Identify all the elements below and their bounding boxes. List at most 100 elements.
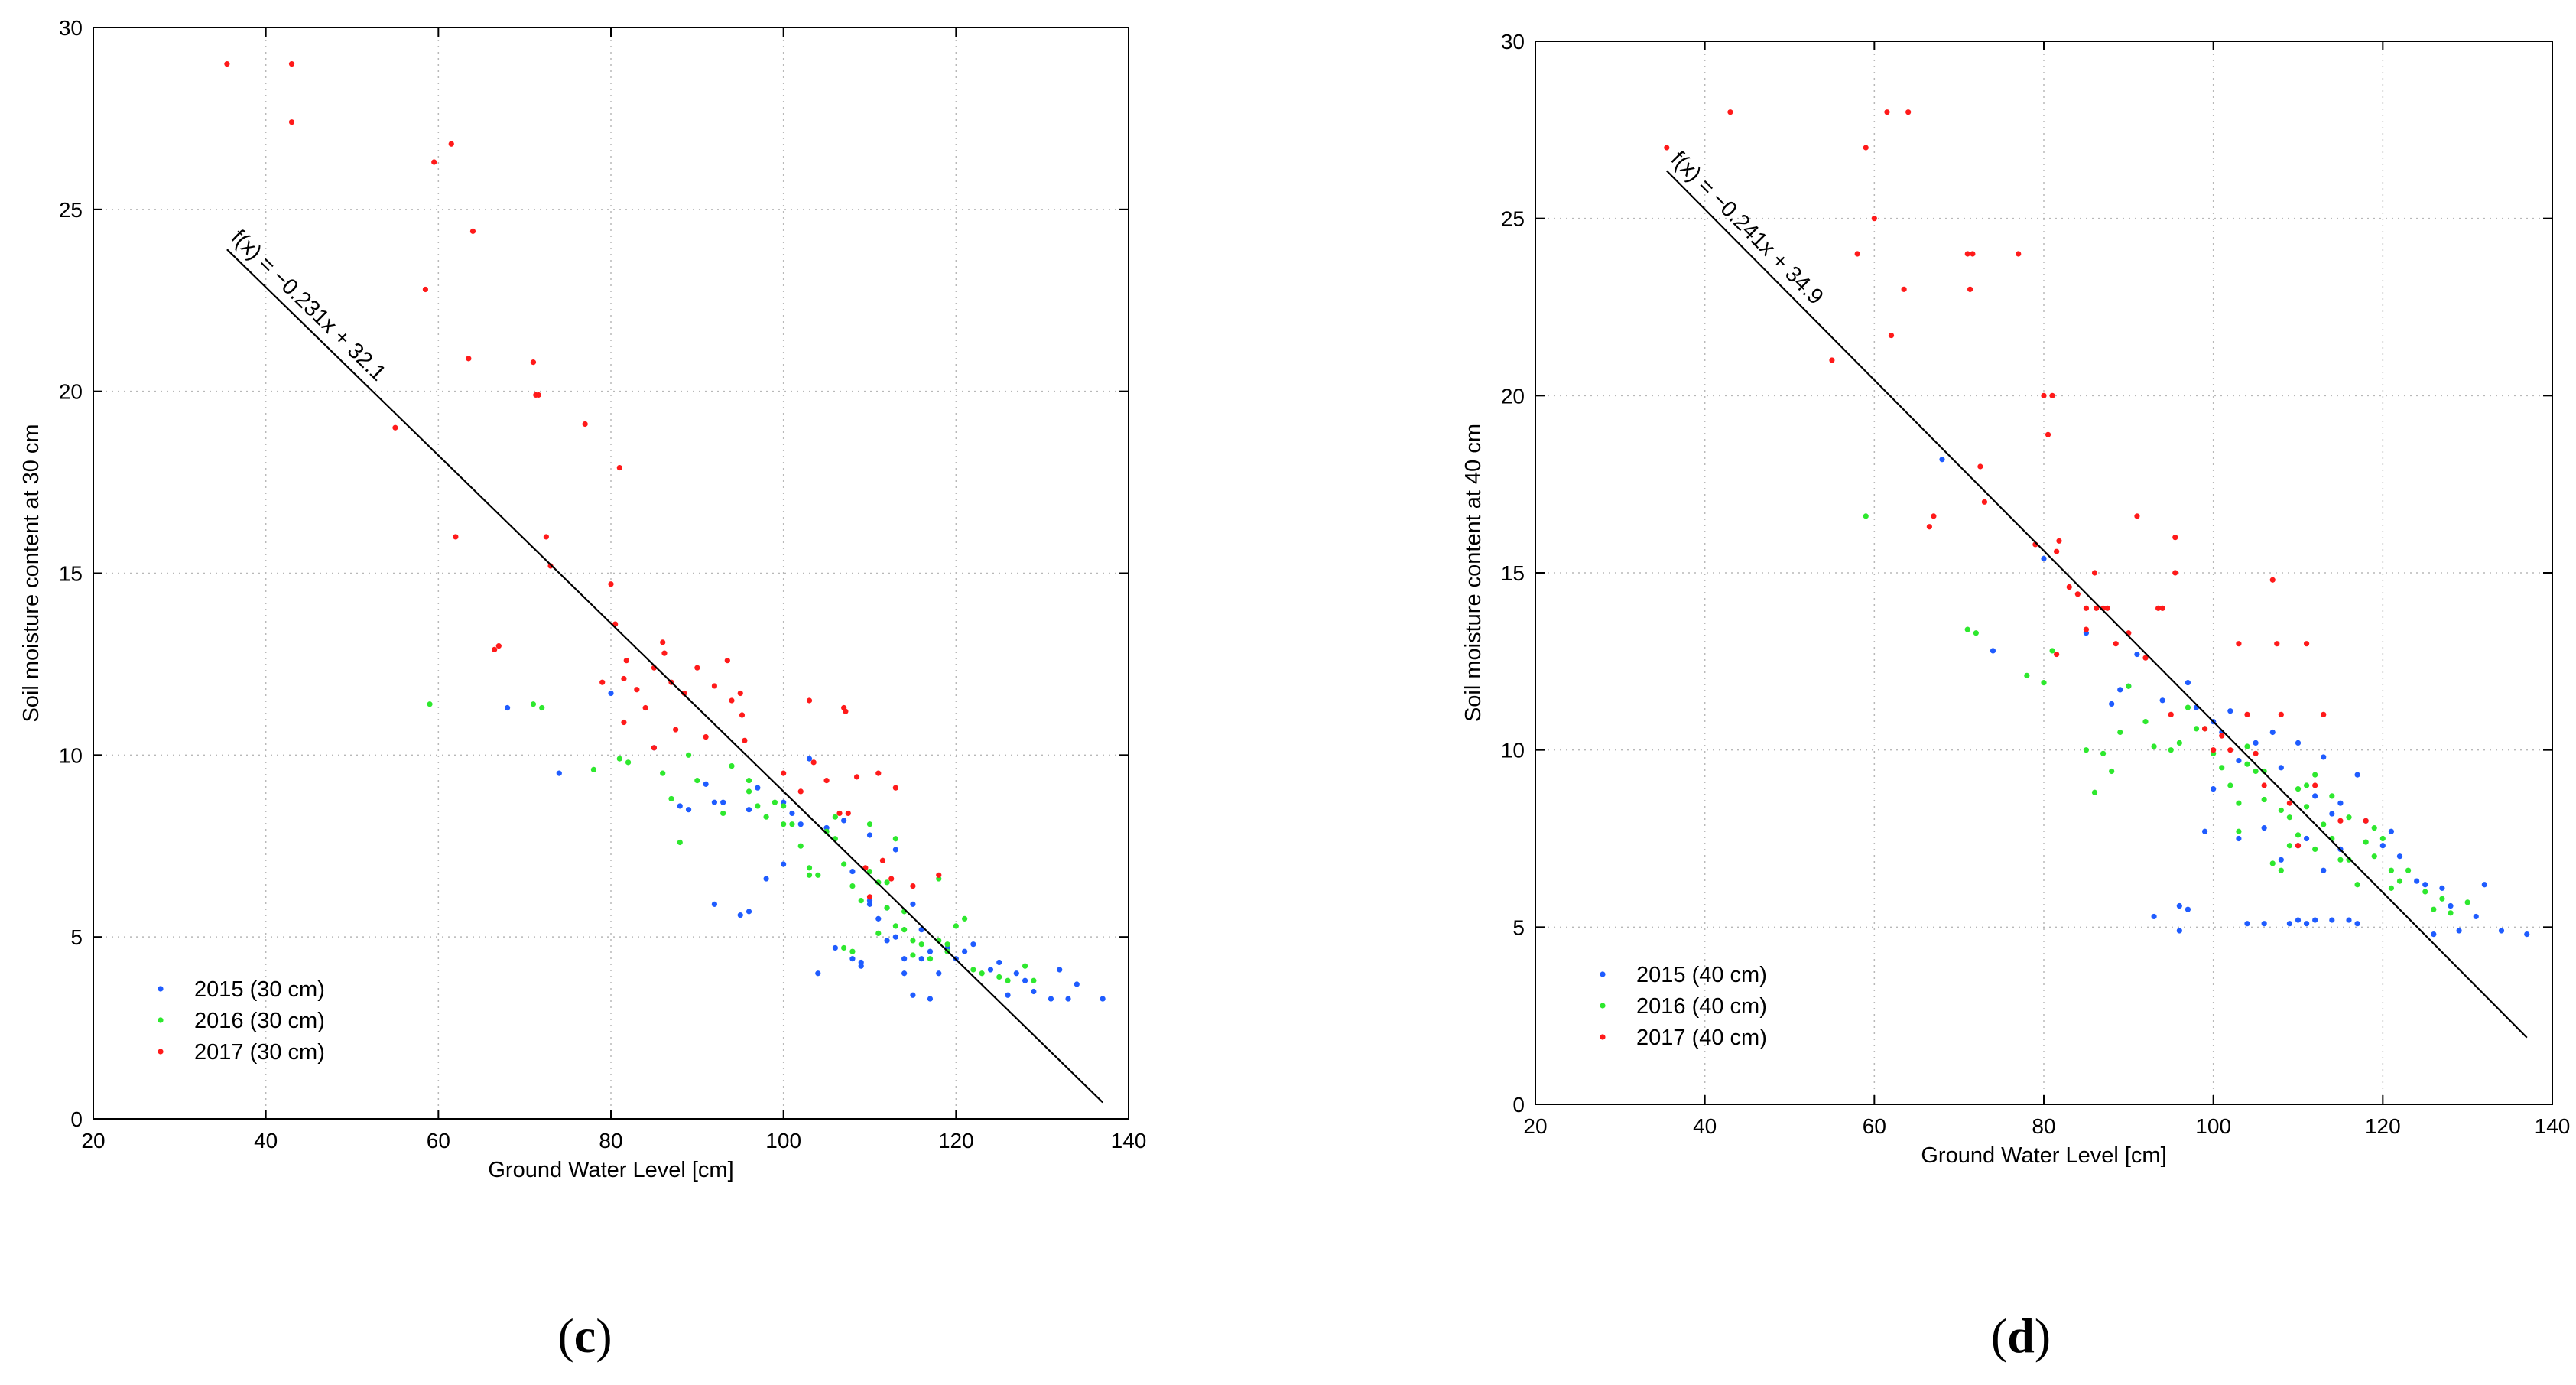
data-point-2015	[763, 876, 769, 882]
data-point-2016	[2346, 857, 2352, 863]
data-point-2017	[224, 60, 230, 67]
data-point-2017	[2303, 641, 2310, 647]
legend-marker-2015	[158, 986, 164, 992]
x-tick-label: 80	[2032, 1114, 2055, 1138]
x-tick-label: 100	[2195, 1114, 2231, 1138]
data-point-2016	[849, 948, 856, 954]
data-point-2016	[875, 930, 882, 937]
data-point-2017	[547, 563, 554, 569]
data-point-2017	[797, 788, 804, 795]
data-point-2017	[724, 658, 730, 664]
data-point-2016	[2117, 729, 2123, 736]
data-point-2016	[806, 872, 813, 878]
data-point-2015	[2236, 835, 2242, 842]
x-tick-label: 100	[765, 1129, 801, 1153]
data-point-2017	[2159, 605, 2165, 611]
legend-marker-2015	[1600, 971, 1606, 977]
data-point-2016	[1031, 977, 1037, 983]
y-tick-label: 0	[1512, 1093, 1525, 1117]
data-point-2017	[742, 737, 748, 743]
data-point-2015	[832, 944, 838, 951]
data-point-2016	[841, 944, 847, 951]
data-point-2015	[2159, 697, 2165, 704]
data-point-2015	[711, 901, 718, 907]
data-point-2017	[2236, 641, 2242, 647]
data-point-2017	[2278, 711, 2284, 717]
x-tick-label: 60	[427, 1129, 450, 1153]
data-point-2016	[2100, 750, 2107, 756]
data-point-2016	[927, 956, 934, 962]
data-point-2016	[875, 879, 882, 886]
legend-entry-2015: 2015 (30 cm)	[194, 977, 325, 1002]
data-point-2017	[1664, 145, 1670, 151]
data-point-2016	[841, 861, 847, 867]
data-point-2015	[2185, 680, 2191, 686]
data-point-2017	[729, 697, 735, 704]
data-point-2015	[746, 909, 752, 915]
data-point-2016	[2363, 839, 2369, 845]
data-point-2015	[2261, 921, 2267, 927]
data-point-2017	[599, 679, 606, 685]
y-tick-label: 25	[59, 198, 83, 222]
data-point-2017	[2244, 711, 2250, 717]
data-point-2015	[2414, 878, 2420, 884]
data-point-2017	[694, 665, 700, 671]
legend: 2015 (40 cm) 2016 (40 cm) 2017 (40 cm)	[1600, 963, 1767, 1050]
data-point-2017	[2286, 800, 2293, 806]
legend-marker-2017	[1600, 1034, 1606, 1040]
data-point-2015	[2269, 729, 2276, 736]
data-point-2016	[781, 821, 787, 827]
data-point-2016	[1964, 626, 1970, 632]
data-point-2015	[1074, 981, 1080, 987]
data-point-2015	[918, 956, 924, 962]
data-point-2015	[2295, 917, 2302, 923]
data-point-2016	[2431, 906, 2437, 912]
data-point-2016	[866, 868, 873, 875]
x-tick-label: 20	[81, 1129, 105, 1153]
data-point-2016	[677, 839, 683, 846]
data-point-2015	[608, 690, 614, 697]
data-point-2015	[720, 799, 726, 805]
data-point-2016	[2286, 843, 2293, 849]
data-point-2015	[910, 901, 916, 907]
data-point-2015	[2151, 913, 2157, 920]
data-point-2017	[431, 159, 437, 165]
data-point-2016	[2244, 743, 2250, 749]
regression-line	[1666, 170, 2528, 1039]
data-point-2016	[910, 952, 916, 958]
y-tick-label: 15	[1501, 561, 1525, 585]
data-point-2016	[2448, 910, 2454, 916]
data-point-2017	[422, 286, 429, 293]
data-point-2015	[2346, 917, 2352, 923]
gridlines	[93, 28, 1129, 1119]
data-point-2015	[2211, 786, 2217, 792]
data-point-2017	[2295, 843, 2302, 849]
data-point-2016	[815, 872, 821, 878]
data-point-2016	[996, 974, 1002, 980]
regression-line	[226, 249, 1103, 1104]
data-point-2016	[2236, 800, 2242, 806]
data-point-2016	[2109, 768, 2115, 775]
data-point-2017	[2269, 577, 2276, 583]
data-point-2016	[2439, 896, 2445, 902]
data-point-2015	[1048, 996, 1054, 1002]
data-point-2015	[2312, 793, 2318, 799]
data-point-2015	[2201, 828, 2208, 834]
data-point-2016	[781, 803, 787, 809]
data-point-2015	[927, 996, 934, 1002]
x-tick-label: 40	[254, 1129, 278, 1153]
data-point-2017	[2016, 251, 2022, 257]
data-point-2017	[608, 581, 614, 587]
chart-panel-d: f(x) = −0.241x + 34.9 20 40 60 80 100 120 140 0…	[1461, 30, 2570, 1363]
data-point-2017	[2253, 750, 2259, 756]
data-point-2016	[2337, 857, 2344, 863]
data-point-2015	[2227, 708, 2233, 714]
data-point-2016	[2253, 768, 2259, 775]
data-point-2015	[2134, 651, 2140, 658]
data-point-2015	[2176, 902, 2182, 909]
data-point-2017	[469, 228, 476, 234]
data-point-2017	[853, 774, 860, 780]
data-point-2016	[616, 756, 622, 762]
data-point-2015	[884, 938, 890, 944]
data-point-2015	[2236, 757, 2242, 764]
